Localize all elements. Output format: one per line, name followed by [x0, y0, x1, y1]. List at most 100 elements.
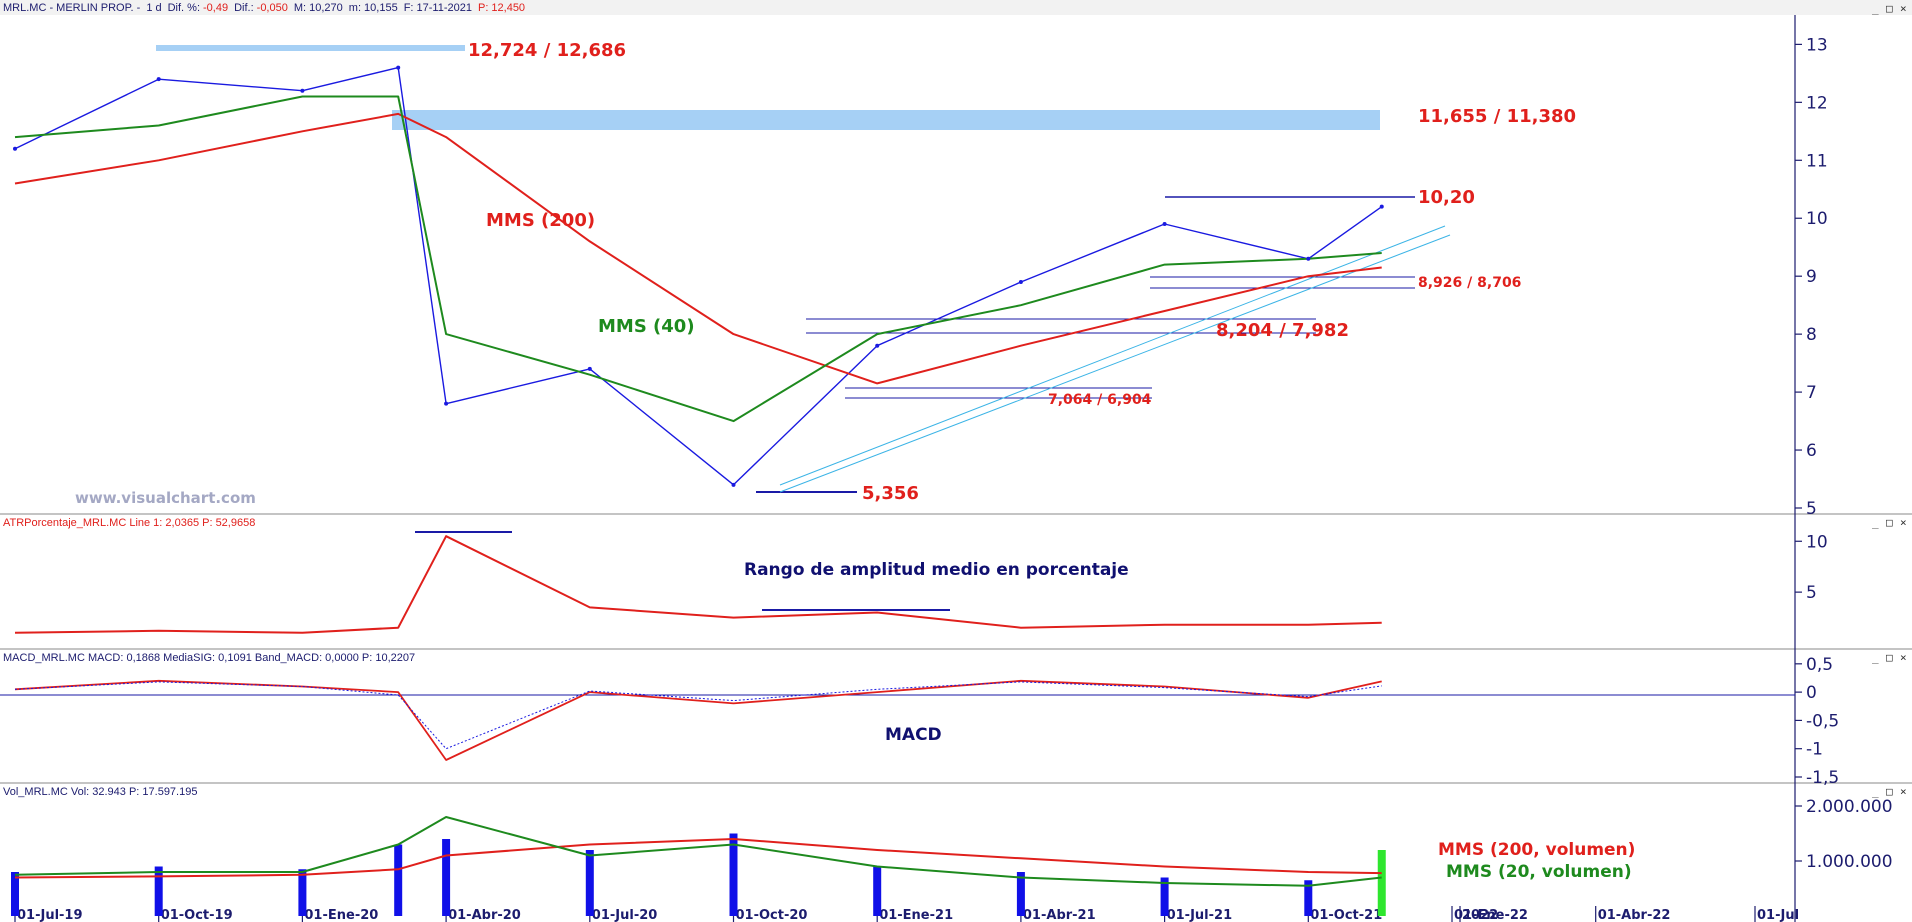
trend-line-2 — [779, 234, 1451, 493]
minimize-icon[interactable]: _ — [1872, 785, 1879, 798]
volume-mms200-line — [14, 838, 1382, 879]
volume-bar — [1160, 877, 1169, 916]
y-tick-label: -0,5 — [1806, 711, 1839, 731]
maximize-icon[interactable]: □ — [1886, 785, 1893, 798]
macd-line — [14, 679, 1382, 761]
y-tick-label: 13 — [1806, 35, 1828, 55]
y-tick-label: 0 — [1806, 683, 1817, 703]
mms200-line — [14, 112, 1382, 385]
top-resistance-label: 12,724 / 12,686 — [468, 40, 626, 61]
y-tick-label: -1 — [1806, 740, 1823, 760]
volume-bar — [1377, 850, 1386, 916]
y-tick-label: 8 — [1806, 325, 1817, 345]
support-a-label: 8,926 / 8,706 — [1418, 275, 1521, 291]
title-period: 1 d — [146, 2, 161, 14]
x-tick-label: 01-Oct-19 — [161, 908, 233, 922]
price-panel-controls[interactable]: _ □ × — [1872, 2, 1907, 15]
atr-panel-header: ATRPorcentaje_MRL.MC Line 1: 2,0365 P: 5… — [3, 517, 255, 529]
volume-mms20-line — [14, 816, 1382, 887]
price-point — [875, 343, 880, 348]
x-tick-label: 01-Jul-19 — [17, 908, 83, 922]
title-symbol: MRL.MC - MERLIN PROP. - — [3, 2, 141, 14]
y-tick-label: 2.000.000 — [1806, 797, 1893, 817]
atr-y-ticks: 10 5 — [1795, 532, 1828, 603]
minimize-icon[interactable]: _ — [1872, 516, 1879, 529]
y-tick-label: 9 — [1806, 267, 1817, 287]
window-header-bar — [0, 0, 1912, 15]
maximize-icon[interactable]: □ — [1886, 651, 1893, 664]
min-label: m: 10,155 — [349, 2, 398, 14]
support-c-label: 7,064 / 6,904 — [1048, 392, 1152, 408]
y-tick-label: 10 — [1806, 532, 1828, 552]
macd-panel-label: MACD — [885, 725, 942, 745]
date-label: F: 17-11-2021 — [404, 2, 472, 14]
price-point — [1018, 279, 1023, 284]
x-tick-label: 01-Jul-21 — [1167, 908, 1233, 922]
last-high-label: 10,20 — [1418, 187, 1475, 208]
resistance-band — [392, 110, 1380, 130]
price-point — [1306, 256, 1311, 261]
atr-panel-controls[interactable]: _ □ × — [1872, 516, 1907, 529]
volume-bar — [1304, 880, 1313, 916]
macd-y-ticks: 0,5 0 -0,5 -1 -1,5 — [1795, 655, 1839, 788]
close-icon[interactable]: × — [1900, 2, 1907, 15]
maximize-icon[interactable]: □ — [1886, 2, 1893, 15]
x-tick-label: 01-Abr-20 — [448, 908, 521, 922]
trend-line-1 — [779, 225, 1446, 486]
x-tick-label: 01-Ene-21 — [879, 908, 953, 922]
price-label: P: — [478, 2, 488, 14]
dif-pct-value: -0,49 — [203, 2, 228, 14]
support-b-label: 8,204 / 7,982 — [1216, 320, 1349, 341]
close-icon[interactable]: × — [1900, 785, 1907, 798]
mms40-line — [14, 95, 1382, 423]
mms200-label: MMS (200) — [486, 210, 595, 231]
close-icon[interactable]: × — [1900, 651, 1907, 664]
volume-bar — [1016, 872, 1025, 916]
y-tick-label: 11 — [1806, 151, 1828, 171]
x-tick-label: 2022 — [1462, 908, 1498, 922]
volume-bar — [585, 850, 594, 916]
volume-y-ticks: 2.000.000 1.000.000 — [1795, 797, 1893, 872]
top-resistance-band — [156, 45, 465, 51]
x-axis-ticks: 01-Jul-19 01-Oct-19 01-Ene-20 01-Abr-20 01-J… — [14, 906, 1799, 922]
minimize-icon[interactable]: _ — [1872, 651, 1879, 664]
maximize-icon[interactable]: □ — [1886, 516, 1893, 529]
price-y-ticks: 13 12 11 10 9 8 7 6 5 — [1795, 35, 1828, 519]
volume-bar — [873, 866, 882, 916]
price-point — [444, 401, 449, 406]
price-value: 12,450 — [491, 2, 525, 14]
volume-bar — [442, 839, 451, 916]
minimize-icon[interactable]: _ — [1872, 2, 1879, 15]
dif-value: -0,050 — [257, 2, 288, 14]
x-tick-label: 01-Oct-20 — [736, 908, 808, 922]
price-point — [156, 77, 161, 82]
close-icon[interactable]: × — [1900, 516, 1907, 529]
low-label: 5,356 — [862, 483, 919, 504]
y-tick-label: 6 — [1806, 441, 1817, 461]
y-tick-label: 5 — [1806, 499, 1817, 519]
volume-bar — [298, 869, 307, 916]
price-point — [587, 366, 592, 371]
y-tick-label: -1,5 — [1806, 768, 1839, 788]
volume-bar — [11, 872, 19, 916]
resistance-label: 11,655 / 11,380 — [1418, 106, 1576, 127]
atr-line — [14, 535, 1382, 634]
volume-panel-controls[interactable]: _ □ × — [1872, 785, 1907, 798]
macd-panel-controls[interactable]: _ □ × — [1872, 651, 1907, 664]
x-tick-label: 01-Jul-20 — [592, 908, 658, 922]
x-tick-label: 01-Oct-21 — [1310, 908, 1382, 922]
macd-signal-line — [14, 681, 1382, 750]
atr-panel-label: Rango de amplitud medio en porcentaje — [744, 560, 1129, 580]
max-label: M: 10,270 — [294, 2, 343, 14]
price-series-line — [14, 66, 1383, 486]
y-tick-label: 0,5 — [1806, 655, 1833, 675]
x-tick-label: 01-Abr-21 — [1023, 908, 1096, 922]
x-tick-label: 01-Ene-20 — [304, 908, 378, 922]
volume-bar — [394, 844, 403, 916]
x-tick-label: 01-Ene-22 — [1454, 908, 1528, 922]
x-tick-label: 01-Abr-22 — [1598, 908, 1671, 922]
x-tick-label: 01-Jul — [1757, 908, 1799, 922]
volume-panel-header: Vol_MRL.MC Vol: 32.943 P: 17.597.195 — [3, 786, 197, 798]
price-point — [731, 482, 736, 487]
y-tick-label: 7 — [1806, 383, 1817, 403]
